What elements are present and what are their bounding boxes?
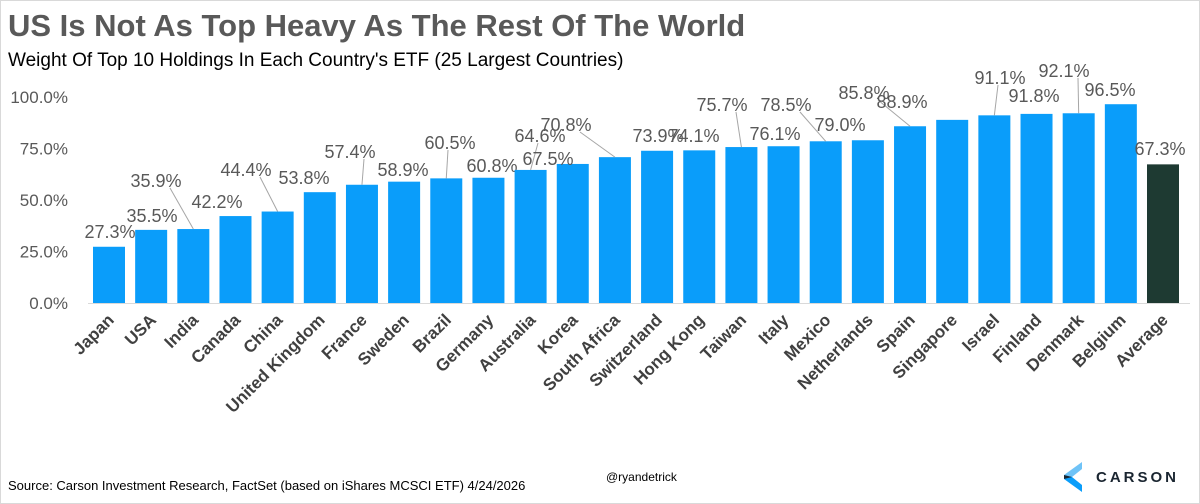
carson-logo-icon	[1064, 462, 1082, 492]
bar-hong-kong	[683, 150, 716, 303]
bar-sweden	[388, 181, 421, 303]
data-label: 67.3%	[1134, 139, 1185, 159]
bar-usa	[135, 229, 168, 303]
source-note: Source: Carson Investment Research, Fact…	[8, 478, 526, 493]
logo-text: CARSON	[1096, 468, 1180, 486]
bar-switzerland	[641, 150, 674, 303]
data-label: 96.5%	[1084, 80, 1135, 100]
bar-brazil	[430, 178, 463, 303]
bar-united-kingdom	[303, 192, 336, 303]
bar-france	[345, 184, 378, 303]
bar-israel	[978, 115, 1011, 303]
bar-australia	[514, 169, 547, 303]
bar-netherlands	[851, 140, 884, 303]
data-label: 76.1%	[749, 124, 800, 144]
data-label: 42.2%	[191, 192, 242, 212]
data-label: 88.9%	[876, 92, 927, 112]
data-label: 35.5%	[126, 206, 177, 226]
data-label: 57.4%	[324, 142, 375, 162]
bar-japan	[93, 246, 125, 303]
leader-line	[445, 149, 449, 179]
y-tick-label: 25.0%	[20, 243, 68, 262]
data-label: 79.0%	[814, 115, 865, 135]
y-tick-label: 0.0%	[29, 294, 68, 313]
data-label: 70.8%	[540, 115, 591, 135]
data-label: 58.9%	[377, 160, 428, 180]
data-label: 27.3%	[84, 222, 135, 242]
bar-china	[261, 211, 294, 303]
data-label: 35.9%	[130, 171, 181, 191]
bar-finland	[1020, 113, 1053, 303]
bar-average	[1147, 164, 1179, 303]
y-tick-label: 50.0%	[20, 191, 68, 210]
leader-line	[259, 176, 279, 212]
bar-canada	[219, 216, 252, 303]
bar-india	[177, 229, 210, 303]
bar-singapore	[936, 119, 969, 303]
chart-subtitle: Weight Of Top 10 Holdings In Each Countr…	[8, 50, 624, 71]
leader-line	[877, 99, 911, 127]
data-label: 92.1%	[1038, 61, 1089, 81]
x-tick-label: Japan	[70, 310, 118, 358]
data-label: 74.1%	[668, 126, 719, 146]
leader-line	[361, 158, 365, 185]
leader-line	[1077, 77, 1080, 114]
leader-line	[799, 111, 827, 142]
carson-logo: CARSON	[1064, 462, 1179, 492]
data-label: 73.9%	[632, 126, 683, 146]
data-label: 64.6%	[514, 126, 565, 146]
data-label: 67.5%	[522, 149, 573, 169]
data-label: 44.4%	[220, 160, 271, 180]
data-label: 91.1%	[974, 68, 1025, 88]
bar-belgium	[1104, 104, 1137, 304]
bar-korea	[556, 163, 589, 303]
leader-line	[735, 111, 742, 148]
chart-title: US Is Not As Top Heavy As The Rest Of Th…	[8, 8, 746, 43]
x-tick-label: USA	[121, 310, 160, 349]
y-tick-label: 100.0%	[10, 88, 68, 107]
bar-chart: 0.0% 25.0% 50.0% 75.0% 100.0% 27.3% Japan 35.5%…	[10, 61, 1190, 417]
leader-line	[579, 131, 616, 158]
data-label: 91.8%	[1008, 86, 1059, 106]
bar-germany	[472, 177, 505, 303]
leader-line	[993, 84, 999, 116]
data-label: 53.8%	[278, 168, 329, 188]
bar-mexico	[809, 141, 842, 303]
bar-south-africa	[598, 157, 631, 303]
bar-italy	[767, 146, 800, 303]
data-label: 78.5%	[760, 95, 811, 115]
leader-line	[530, 142, 539, 171]
x-tick-label: Italy	[755, 310, 793, 348]
author-handle: @ryandetrick	[606, 470, 677, 484]
leader-line	[169, 187, 194, 230]
bar-denmark	[1062, 113, 1095, 303]
bar-taiwan	[725, 147, 758, 303]
x-tick-label: Taiwan	[697, 310, 750, 363]
data-label: 60.8%	[466, 156, 517, 176]
data-label: 85.8%	[838, 83, 889, 103]
data-label: 75.7%	[696, 95, 747, 115]
bar-spain	[894, 126, 927, 303]
y-tick-label: 75.0%	[20, 140, 68, 159]
data-label: 60.5%	[424, 133, 475, 153]
